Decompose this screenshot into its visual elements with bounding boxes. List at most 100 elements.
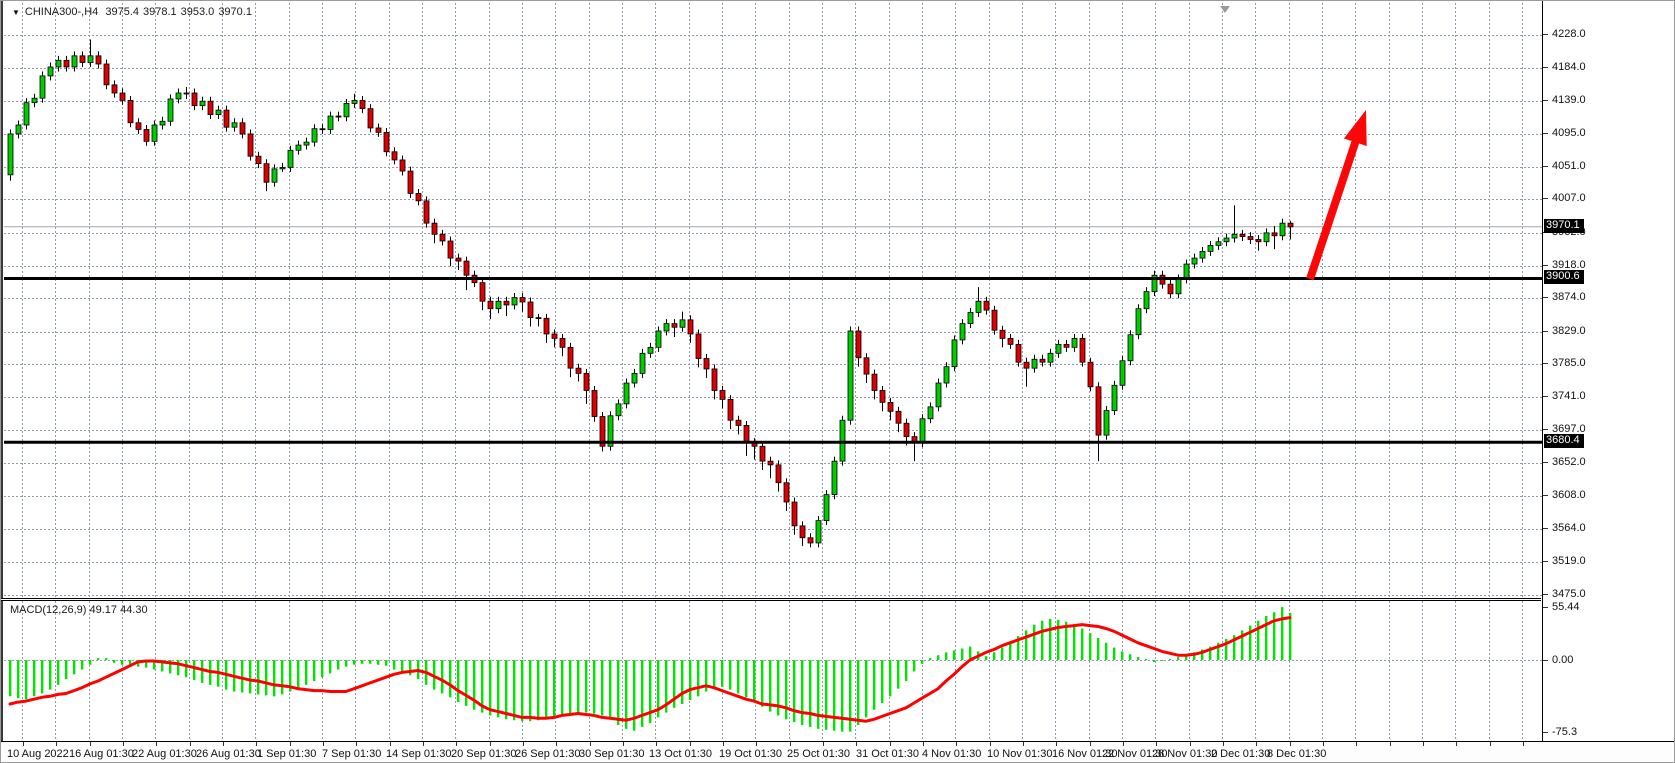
macd-tick-label: 55.44 bbox=[1552, 601, 1580, 613]
date-tick-label: 22 Aug 01:30 bbox=[132, 748, 197, 760]
price-tick-label: 4139.0 bbox=[1552, 94, 1586, 107]
date-tick-label: 16 Aug 01:30 bbox=[69, 748, 134, 760]
date-tick-label: 16 Nov 01:30 bbox=[1052, 748, 1118, 760]
date-tick bbox=[122, 742, 124, 746]
date-tick bbox=[355, 742, 357, 746]
ohlc-high: 3978.1 bbox=[143, 6, 177, 18]
date-tick-label: 14 Sep 01:30 bbox=[386, 748, 452, 760]
date-tick bbox=[155, 742, 157, 746]
price-tick bbox=[1543, 66, 1548, 68]
date-tick bbox=[489, 742, 491, 746]
date-tick-label: 26 Aug 01:30 bbox=[196, 748, 261, 760]
macd-name: MACD(12,26,9) bbox=[10, 604, 87, 616]
date-tick-label: 8 Dec 01:30 bbox=[1267, 748, 1327, 760]
date-tick bbox=[1022, 742, 1024, 746]
price-tick bbox=[1543, 495, 1548, 497]
price-tick-label: 3697.0 bbox=[1552, 422, 1586, 435]
date-tick bbox=[722, 742, 724, 746]
panel-separator[interactable] bbox=[1, 598, 1541, 601]
date-tick bbox=[1055, 742, 1057, 746]
price-tick bbox=[1543, 363, 1548, 365]
price-tick-label: 4095.0 bbox=[1552, 126, 1586, 139]
date-tick bbox=[655, 742, 657, 746]
date-tick bbox=[955, 742, 957, 746]
date-tick bbox=[1255, 742, 1257, 746]
macd-tick bbox=[1543, 731, 1548, 733]
price-tick bbox=[1543, 34, 1548, 35]
ohlc-open: 3975.4 bbox=[105, 6, 139, 18]
date-tick-label: 10 Aug 2022 bbox=[7, 748, 69, 760]
date-tick bbox=[89, 742, 91, 746]
date-tick bbox=[789, 742, 791, 746]
date-tick bbox=[422, 742, 424, 746]
date-tick-label: 26 Sep 01:30 bbox=[515, 748, 581, 760]
ohlc-low: 3953.0 bbox=[180, 6, 215, 18]
price-tick bbox=[1543, 561, 1548, 563]
date-tick-label: 22 Nov 01:30 bbox=[1102, 748, 1168, 760]
macd-tick bbox=[1543, 660, 1548, 661]
price-tick bbox=[1543, 594, 1548, 595]
date-tick-label: 31 Oct 01:30 bbox=[856, 748, 919, 760]
price-tick-label: 4228.0 bbox=[1552, 28, 1586, 40]
price-tick-label: 3741.0 bbox=[1552, 390, 1586, 403]
date-tick bbox=[555, 742, 557, 746]
date-tick-label: 28 Nov 01:30 bbox=[1152, 748, 1218, 760]
price-axis[interactable]: 4228.04184.04139.04095.04051.04007.03962… bbox=[1542, 1, 1674, 741]
macd-panel[interactable]: MACD(12,26,9) 49.17 44.30 bbox=[4, 601, 1542, 741]
trend-arrow[interactable] bbox=[1306, 110, 1367, 281]
main-chart-area[interactable]: ▼ CHINA300-,H4 3975.4 3978.1 3953.0 3970.1 bbox=[4, 2, 1542, 599]
date-tick bbox=[989, 742, 991, 746]
macd-tick bbox=[1543, 607, 1548, 608]
chart-shift-marker-icon[interactable] bbox=[1220, 6, 1230, 13]
price-tick-label: 3918.0 bbox=[1552, 258, 1586, 271]
price-tick bbox=[1543, 297, 1548, 299]
macd-histogram bbox=[9, 607, 1292, 732]
candlestick-chart bbox=[4, 3, 1542, 599]
price-tick-label: 3519.0 bbox=[1552, 555, 1586, 568]
date-tick bbox=[1522, 742, 1524, 746]
macd-plot bbox=[4, 601, 1542, 741]
price-tick-label: 4184.0 bbox=[1552, 60, 1586, 73]
date-tick bbox=[689, 742, 691, 746]
price-tick-label: 3829.0 bbox=[1552, 324, 1586, 337]
date-tick bbox=[622, 742, 624, 746]
price-tick-label: 3475.0 bbox=[1552, 588, 1586, 600]
date-tick bbox=[1422, 742, 1424, 746]
date-tick bbox=[222, 742, 224, 746]
chart-title: ▼ CHINA300-,H4 3975.4 3978.1 3953.0 3970.1 bbox=[12, 6, 256, 18]
price-tick bbox=[1543, 396, 1548, 398]
date-axis[interactable]: 10 Aug 2022 16 Aug 01:30 22 Aug 01:30 26 Au… bbox=[1, 741, 1674, 762]
date-tick bbox=[289, 742, 291, 746]
date-tick bbox=[1122, 742, 1124, 746]
price-tick bbox=[1543, 428, 1548, 430]
price-tick-label: 3874.0 bbox=[1552, 291, 1586, 304]
ohlc-close: 3970.1 bbox=[218, 6, 252, 18]
date-tick bbox=[1455, 742, 1457, 746]
symbol-timeframe-label: CHINA300-,H4 bbox=[24, 6, 99, 18]
date-tick-label: 30 Sep 01:30 bbox=[579, 748, 645, 760]
date-tick bbox=[1089, 742, 1091, 746]
price-tick-label: 4007.0 bbox=[1552, 192, 1586, 205]
price-tick-label: 3652.0 bbox=[1552, 456, 1586, 469]
macd-signal-line bbox=[8, 616, 1292, 723]
date-tick bbox=[455, 742, 457, 746]
price-tick-label: 3564.0 bbox=[1552, 521, 1586, 534]
date-tick bbox=[389, 742, 391, 746]
symbol-dropdown-icon[interactable]: ▼ bbox=[12, 8, 20, 17]
date-tick bbox=[55, 742, 57, 746]
price-tick-label: 3608.0 bbox=[1552, 489, 1586, 502]
date-tick bbox=[1322, 742, 1324, 746]
price-tick bbox=[1543, 198, 1548, 200]
price-tick-label: 3785.0 bbox=[1552, 357, 1586, 370]
price-tick bbox=[1543, 264, 1548, 266]
macd-tick-label: 0.00 bbox=[1552, 654, 1574, 666]
date-tick bbox=[22, 742, 24, 746]
date-tick bbox=[1489, 742, 1491, 746]
date-tick bbox=[1289, 742, 1291, 746]
date-tick bbox=[1355, 742, 1357, 746]
date-tick bbox=[755, 742, 757, 746]
date-tick-label: 2 Dec 01:30 bbox=[1211, 748, 1271, 760]
date-tick bbox=[322, 742, 324, 746]
main-grid bbox=[4, 3, 1542, 599]
